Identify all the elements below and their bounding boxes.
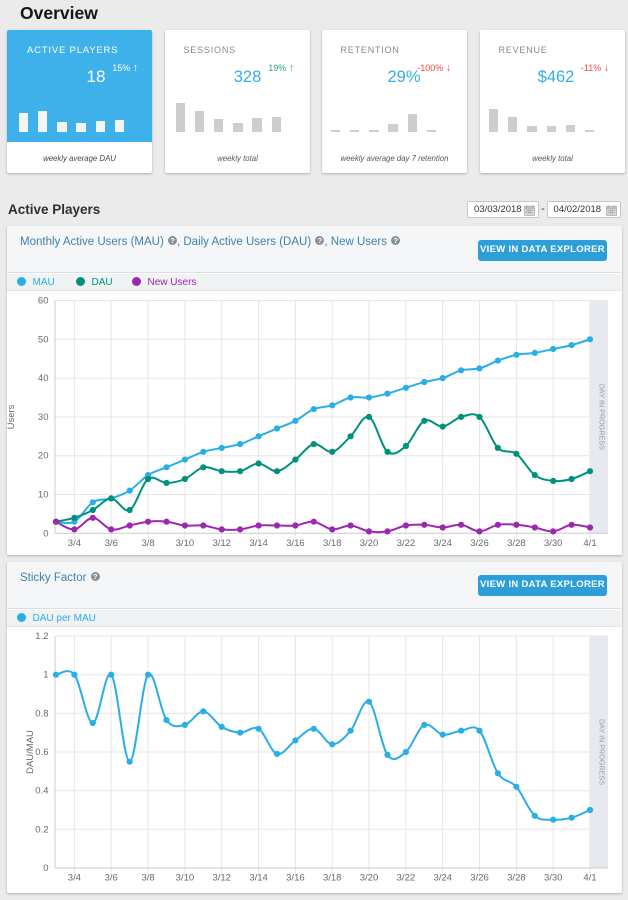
svg-text:3/20: 3/20 — [360, 873, 379, 884]
svg-text:3/16: 3/16 — [286, 873, 305, 884]
svg-text:3/4: 3/4 — [68, 873, 81, 884]
svg-text:3/22: 3/22 — [397, 538, 416, 549]
svg-text:50: 50 — [38, 334, 49, 345]
svg-text:0.8: 0.8 — [35, 708, 48, 719]
svg-text:40: 40 — [38, 373, 49, 384]
svg-text:3/14: 3/14 — [249, 538, 268, 549]
svg-text:3/4: 3/4 — [68, 538, 81, 549]
svg-text:3/14: 3/14 — [249, 873, 268, 884]
svg-text:30: 30 — [38, 412, 49, 423]
svg-text:20: 20 — [38, 451, 49, 462]
svg-text:0.4: 0.4 — [35, 786, 48, 797]
svg-text:3/16: 3/16 — [286, 538, 305, 549]
svg-text:Users: Users — [7, 404, 17, 429]
svg-text:3/12: 3/12 — [212, 538, 231, 549]
svg-text:4/1: 4/1 — [583, 873, 596, 884]
svg-text:60: 60 — [38, 296, 49, 307]
svg-text:0.2: 0.2 — [35, 824, 48, 835]
svg-text:3/6: 3/6 — [105, 873, 118, 884]
svg-text:3/8: 3/8 — [141, 873, 154, 884]
svg-text:DAY IN PROGRESS: DAY IN PROGRESS — [598, 719, 607, 785]
svg-text:3/24: 3/24 — [433, 538, 452, 549]
svg-text:3/18: 3/18 — [323, 873, 342, 884]
svg-text:4/1: 4/1 — [583, 538, 596, 549]
svg-text:3/18: 3/18 — [323, 538, 342, 549]
svg-text:3/26: 3/26 — [470, 538, 489, 549]
svg-text:3/6: 3/6 — [105, 538, 118, 549]
svg-text:3/30: 3/30 — [544, 538, 563, 549]
svg-text:1.2: 1.2 — [35, 631, 48, 642]
svg-text:3/12: 3/12 — [212, 873, 231, 884]
svg-text:3/20: 3/20 — [360, 538, 379, 549]
svg-text:3/8: 3/8 — [141, 538, 154, 549]
svg-text:3/10: 3/10 — [176, 873, 195, 884]
svg-text:10: 10 — [38, 490, 49, 501]
svg-text:DAU/MAU: DAU/MAU — [25, 730, 36, 774]
svg-text:3/24: 3/24 — [433, 873, 452, 884]
svg-text:0: 0 — [43, 863, 48, 874]
svg-text:3/28: 3/28 — [507, 538, 526, 549]
svg-text:DAY IN PROGRESS: DAY IN PROGRESS — [598, 384, 607, 450]
svg-text:3/10: 3/10 — [176, 538, 195, 549]
svg-text:0: 0 — [43, 528, 48, 539]
svg-text:3/30: 3/30 — [544, 873, 563, 884]
svg-text:1: 1 — [43, 670, 48, 681]
svg-text:0.6: 0.6 — [35, 747, 48, 758]
svg-text:3/22: 3/22 — [397, 873, 416, 884]
svg-text:3/28: 3/28 — [507, 873, 526, 884]
svg-text:3/26: 3/26 — [470, 873, 489, 884]
